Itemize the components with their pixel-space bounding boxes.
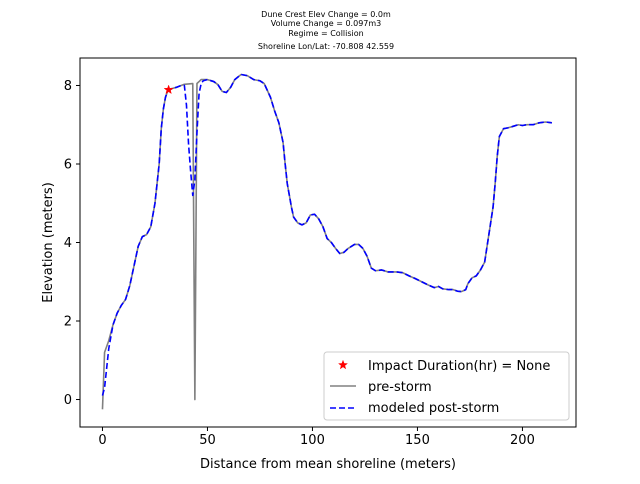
y-axis-label: Elevation (meters) [41,182,56,303]
legend-impact-label: Impact Duration(hr) = None [368,359,550,374]
title-line-shoreline: Shoreline Lon/Lat: -70.808 42.559 [258,42,394,51]
post-storm-line [101,73,552,396]
legend-impact-star [337,359,349,370]
y-tick-label: 8 [64,79,72,94]
y-tick-label: 4 [64,236,72,251]
title-line-dune-crest: Dune Crest Elev Change = 0.0m [261,10,391,19]
y-tick-label: 2 [64,315,72,330]
title-line-volume: Volume Change = 0.097m3 [271,19,382,28]
legend-impact-marker [337,359,349,370]
impact-marker [163,84,174,95]
x-tick-label: 0 [98,433,106,448]
y-axis-ticks: 0 2 4 6 8 [64,79,80,408]
x-axis-label: Distance from mean shoreline (meters) [200,457,456,472]
x-tick-label: 150 [405,433,430,448]
legend-frame [323,351,570,421]
series-layer [101,73,552,410]
chart-title: Dune Crest Elev Change = 0.0m Volume Cha… [258,10,394,51]
legend: Impact Duration(hr) = None pre-storm mod… [323,351,570,421]
x-axis-ticks: 0 50 100 150 200 [98,427,535,448]
legend-post-storm-label: modeled post-storm [368,401,499,416]
y-tick-label: 0 [64,393,72,408]
x-tick-label: 50 [199,433,216,448]
title-line-regime: Regime = Collision [288,29,363,38]
x-tick-label: 200 [510,433,535,448]
y-tick-label: 6 [64,157,72,172]
legend-pre-storm-label: pre-storm [368,380,432,395]
x-tick-label: 100 [300,433,325,448]
